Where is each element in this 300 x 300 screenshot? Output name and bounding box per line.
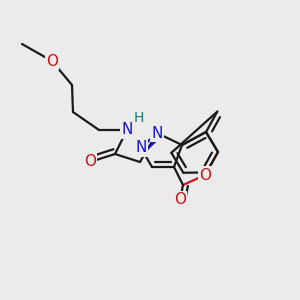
Text: O: O: [46, 53, 58, 68]
Text: N: N: [151, 125, 163, 140]
Text: N: N: [135, 140, 147, 155]
Text: N: N: [121, 122, 133, 137]
Text: O: O: [199, 167, 211, 182]
Text: H: H: [134, 111, 144, 125]
Text: O: O: [84, 154, 96, 169]
Text: O: O: [174, 193, 186, 208]
